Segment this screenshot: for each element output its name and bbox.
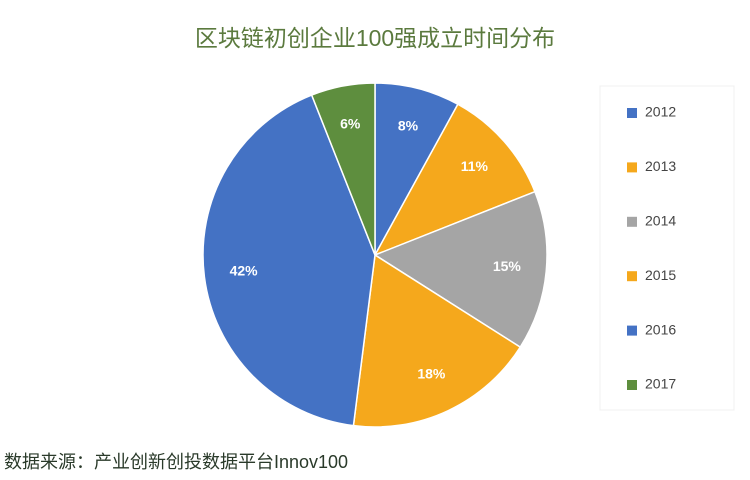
legend-box [599, 85, 735, 411]
data-label: 8% [398, 117, 419, 133]
legend-label: 2013 [645, 158, 676, 174]
legend-label: 2014 [645, 213, 676, 229]
pie-slice [373, 103, 536, 257]
data-label: 42% [230, 262, 259, 278]
data-label: 11% [461, 158, 489, 174]
chart-title: 区块链初创企业100强成立时间分布 [195, 25, 555, 51]
data-label: 18% [417, 366, 446, 382]
data-label: 6% [340, 116, 361, 132]
legend-swatch [627, 325, 637, 336]
legend-label: 2017 [645, 376, 676, 392]
legend-label: 2015 [645, 267, 676, 283]
legend-label: 2012 [645, 104, 676, 120]
legend-swatch [627, 271, 637, 282]
pie-slice [310, 82, 376, 256]
data-label: 15% [493, 258, 522, 274]
source-note: 数据来源：产业创新创投数据平台Innov100 [4, 452, 348, 472]
legend-swatch [627, 216, 637, 227]
legend-label: 2016 [645, 321, 676, 337]
pie-slice [202, 94, 376, 427]
pie-slice [373, 190, 548, 349]
pie-slice [352, 253, 522, 428]
legend-swatch [627, 380, 637, 390]
legend-swatch [627, 108, 637, 118]
legend-swatch [627, 162, 637, 173]
